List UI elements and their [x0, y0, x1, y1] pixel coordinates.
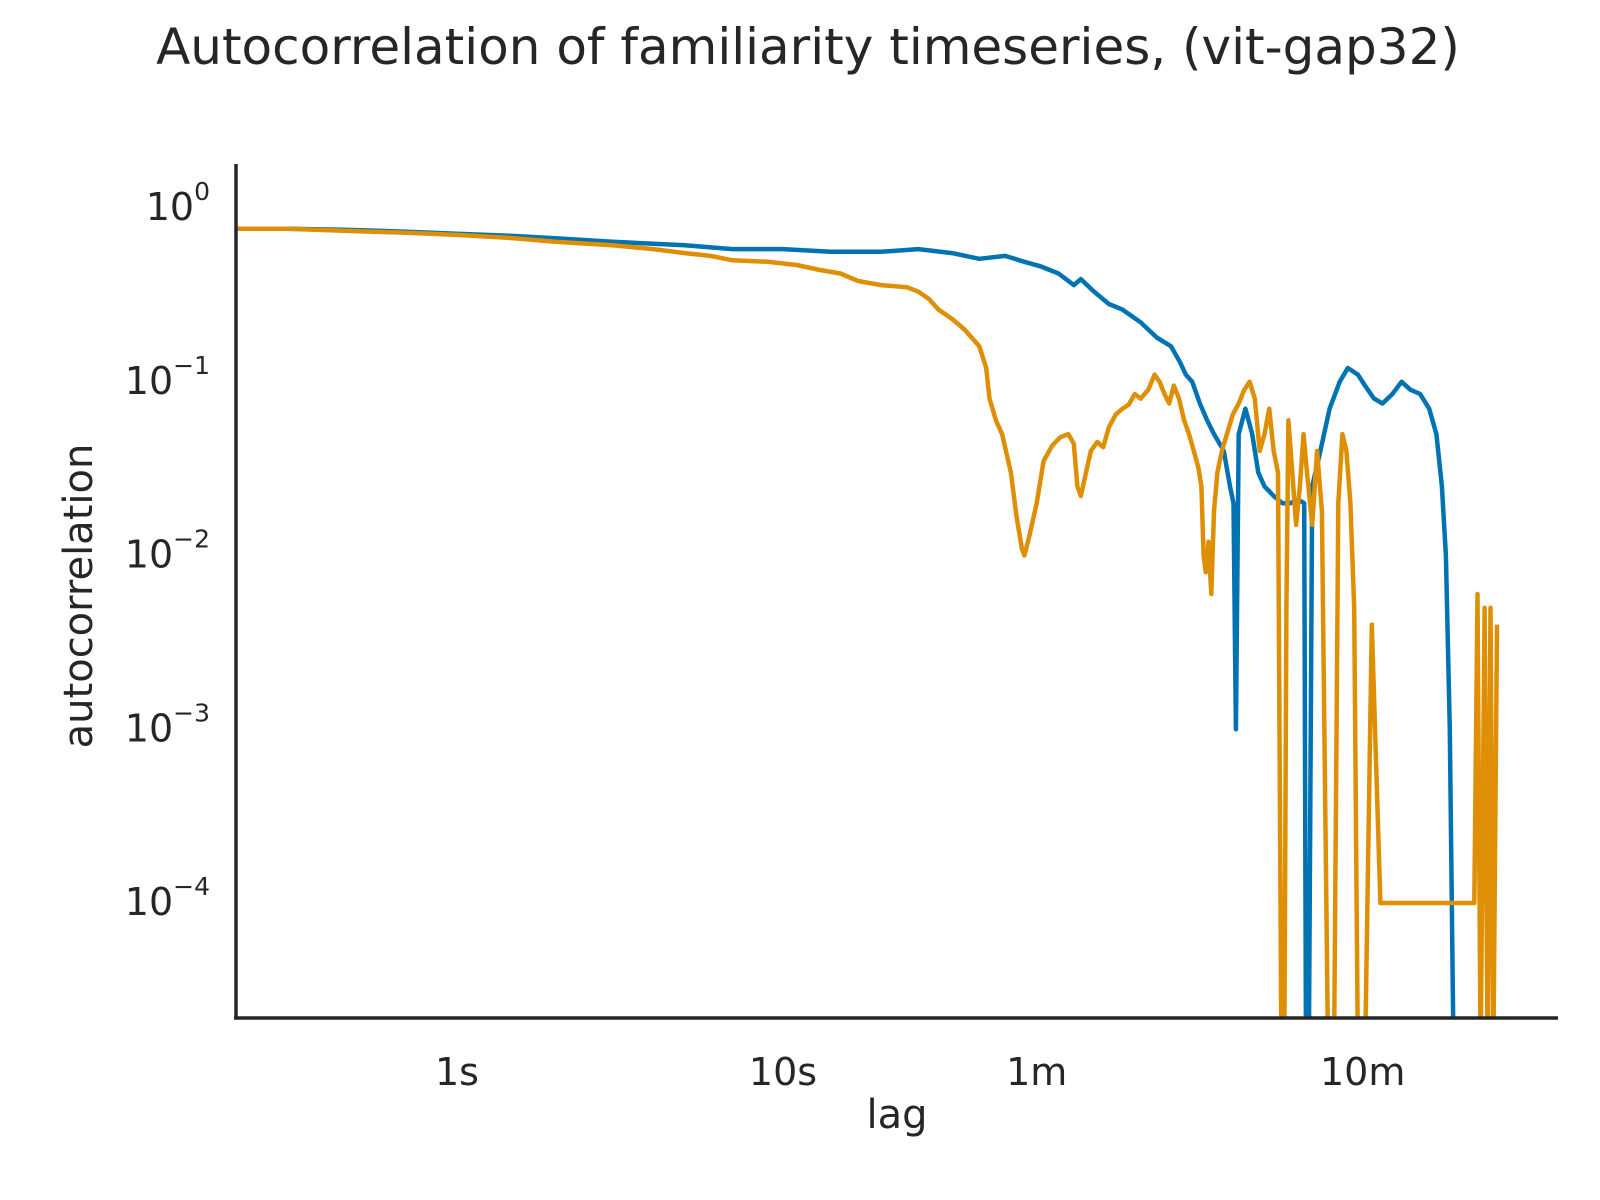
y-tick-exponent: 0 [194, 177, 210, 206]
x-tick-label: 1s [435, 1050, 479, 1094]
y-tick-base: 10 [125, 706, 173, 750]
y-tick-base: 10 [125, 359, 173, 403]
y-tick-exponent: −3 [173, 698, 210, 727]
y-tick-base: 10 [125, 880, 173, 924]
y-tick-label: 10−3 [125, 698, 210, 750]
y-axis-label: autocorrelation [56, 444, 102, 749]
y-tick-exponent: −1 [173, 351, 210, 380]
x-axis-label: lag [866, 1092, 927, 1138]
y-tick-base: 10 [146, 185, 194, 229]
y-tick-base: 10 [125, 533, 173, 577]
series-line-2 [236, 226, 1500, 1018]
y-tick-label: 10−2 [125, 525, 210, 577]
series-line-1 [236, 226, 1456, 1018]
y-tick-exponent: −4 [173, 872, 210, 901]
y-tick-label: 100 [146, 177, 210, 229]
y-tick-exponent: −2 [173, 525, 210, 554]
series-layer [236, 226, 1500, 1018]
y-tick-label: 10−1 [125, 351, 210, 403]
x-tick-label: 10m [1320, 1050, 1405, 1094]
x-tick-labels: 1s 10s 1m 10m [435, 1050, 1405, 1094]
y-tick-label: 10−4 [125, 872, 210, 924]
x-tick-label: 1m [1006, 1050, 1067, 1094]
x-tick-label: 10s [749, 1050, 817, 1094]
chart-title: Autocorrelation of familiarity timeserie… [156, 18, 1460, 76]
